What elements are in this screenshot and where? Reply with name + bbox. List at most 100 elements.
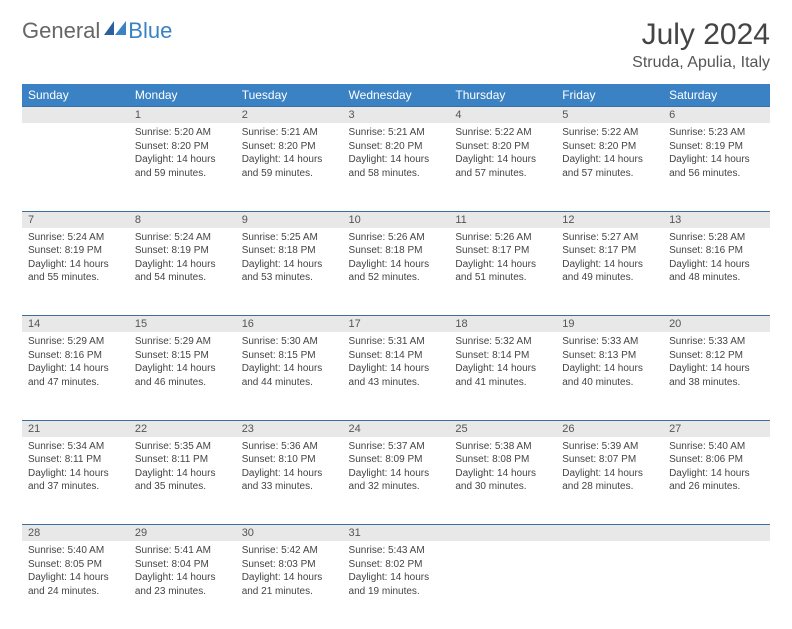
day2-text: and 53 minutes. xyxy=(242,271,337,285)
sunset-text: Sunset: 8:05 PM xyxy=(28,558,123,572)
sunset-text: Sunset: 8:18 PM xyxy=(349,244,444,258)
sunrise-text: Sunrise: 5:30 AM xyxy=(242,335,337,349)
day1-text: Daylight: 14 hours xyxy=(242,362,337,376)
day-cell xyxy=(663,541,770,629)
day1-text: Daylight: 14 hours xyxy=(135,153,230,167)
day-header: Sunday xyxy=(22,84,129,107)
day-number: 31 xyxy=(343,525,450,542)
sunrise-text: Sunrise: 5:21 AM xyxy=(242,126,337,140)
day1-text: Daylight: 14 hours xyxy=(349,467,444,481)
day-cell: Sunrise: 5:28 AMSunset: 8:16 PMDaylight:… xyxy=(663,228,770,316)
day-cell: Sunrise: 5:38 AMSunset: 8:08 PMDaylight:… xyxy=(449,437,556,525)
sunset-text: Sunset: 8:17 PM xyxy=(455,244,550,258)
day2-text: and 56 minutes. xyxy=(669,167,764,181)
day-number: 2 xyxy=(236,107,343,124)
day1-text: Daylight: 14 hours xyxy=(349,153,444,167)
day-header-row: Sunday Monday Tuesday Wednesday Thursday… xyxy=(22,84,770,107)
day1-text: Daylight: 14 hours xyxy=(242,571,337,585)
sunset-text: Sunset: 8:16 PM xyxy=(669,244,764,258)
day-number: 23 xyxy=(236,420,343,437)
day1-text: Daylight: 14 hours xyxy=(455,362,550,376)
day2-text: and 23 minutes. xyxy=(135,585,230,599)
day-content-row: Sunrise: 5:24 AMSunset: 8:19 PMDaylight:… xyxy=(22,228,770,316)
day2-text: and 55 minutes. xyxy=(28,271,123,285)
day1-text: Daylight: 14 hours xyxy=(28,467,123,481)
day-number: 29 xyxy=(129,525,236,542)
day1-text: Daylight: 14 hours xyxy=(135,467,230,481)
day2-text: and 44 minutes. xyxy=(242,376,337,390)
day2-text: and 37 minutes. xyxy=(28,480,123,494)
day-cell: Sunrise: 5:26 AMSunset: 8:18 PMDaylight:… xyxy=(343,228,450,316)
day-cell: Sunrise: 5:35 AMSunset: 8:11 PMDaylight:… xyxy=(129,437,236,525)
day-cell: Sunrise: 5:24 AMSunset: 8:19 PMDaylight:… xyxy=(129,228,236,316)
day-cell: Sunrise: 5:43 AMSunset: 8:02 PMDaylight:… xyxy=(343,541,450,629)
day2-text: and 38 minutes. xyxy=(669,376,764,390)
day-number: 10 xyxy=(343,211,450,228)
day2-text: and 33 minutes. xyxy=(242,480,337,494)
sunrise-text: Sunrise: 5:20 AM xyxy=(135,126,230,140)
day2-text: and 19 minutes. xyxy=(349,585,444,599)
day-number: 12 xyxy=(556,211,663,228)
sunset-text: Sunset: 8:15 PM xyxy=(135,349,230,363)
day-number xyxy=(663,525,770,542)
sunset-text: Sunset: 8:13 PM xyxy=(562,349,657,363)
sunrise-text: Sunrise: 5:26 AM xyxy=(349,231,444,245)
day-number-row: 123456 xyxy=(22,107,770,124)
sunrise-text: Sunrise: 5:35 AM xyxy=(135,440,230,454)
sunrise-text: Sunrise: 5:39 AM xyxy=(562,440,657,454)
sunrise-text: Sunrise: 5:22 AM xyxy=(562,126,657,140)
day-number: 28 xyxy=(22,525,129,542)
day-cell: Sunrise: 5:34 AMSunset: 8:11 PMDaylight:… xyxy=(22,437,129,525)
day-cell: Sunrise: 5:32 AMSunset: 8:14 PMDaylight:… xyxy=(449,332,556,420)
day-cell: Sunrise: 5:31 AMSunset: 8:14 PMDaylight:… xyxy=(343,332,450,420)
day-number: 20 xyxy=(663,316,770,333)
day-cell: Sunrise: 5:29 AMSunset: 8:15 PMDaylight:… xyxy=(129,332,236,420)
day1-text: Daylight: 14 hours xyxy=(28,571,123,585)
day-number-row: 78910111213 xyxy=(22,211,770,228)
sunrise-text: Sunrise: 5:25 AM xyxy=(242,231,337,245)
sunset-text: Sunset: 8:20 PM xyxy=(242,140,337,154)
day1-text: Daylight: 14 hours xyxy=(562,153,657,167)
day-cell: Sunrise: 5:27 AMSunset: 8:17 PMDaylight:… xyxy=(556,228,663,316)
sunrise-text: Sunrise: 5:41 AM xyxy=(135,544,230,558)
sunrise-text: Sunrise: 5:28 AM xyxy=(669,231,764,245)
sunset-text: Sunset: 8:18 PM xyxy=(242,244,337,258)
sunrise-text: Sunrise: 5:38 AM xyxy=(455,440,550,454)
sunset-text: Sunset: 8:03 PM xyxy=(242,558,337,572)
sunset-text: Sunset: 8:07 PM xyxy=(562,453,657,467)
day-cell: Sunrise: 5:42 AMSunset: 8:03 PMDaylight:… xyxy=(236,541,343,629)
day-header: Saturday xyxy=(663,84,770,107)
day-header: Thursday xyxy=(449,84,556,107)
day-header: Tuesday xyxy=(236,84,343,107)
sunrise-text: Sunrise: 5:27 AM xyxy=(562,231,657,245)
header: General Blue July 2024 Struda, Apulia, I… xyxy=(22,18,770,72)
sunset-text: Sunset: 8:20 PM xyxy=(349,140,444,154)
day-number: 11 xyxy=(449,211,556,228)
day-number: 16 xyxy=(236,316,343,333)
day-content-row: Sunrise: 5:34 AMSunset: 8:11 PMDaylight:… xyxy=(22,437,770,525)
sunset-text: Sunset: 8:11 PM xyxy=(135,453,230,467)
day-number: 25 xyxy=(449,420,556,437)
day2-text: and 21 minutes. xyxy=(242,585,337,599)
day-cell: Sunrise: 5:29 AMSunset: 8:16 PMDaylight:… xyxy=(22,332,129,420)
logo-text-blue: Blue xyxy=(128,18,172,44)
sunrise-text: Sunrise: 5:33 AM xyxy=(669,335,764,349)
sunrise-text: Sunrise: 5:23 AM xyxy=(669,126,764,140)
day1-text: Daylight: 14 hours xyxy=(669,467,764,481)
day1-text: Daylight: 14 hours xyxy=(562,362,657,376)
sunrise-text: Sunrise: 5:42 AM xyxy=(242,544,337,558)
day2-text: and 58 minutes. xyxy=(349,167,444,181)
day-cell: Sunrise: 5:30 AMSunset: 8:15 PMDaylight:… xyxy=(236,332,343,420)
day-cell: Sunrise: 5:24 AMSunset: 8:19 PMDaylight:… xyxy=(22,228,129,316)
day-number: 19 xyxy=(556,316,663,333)
sunset-text: Sunset: 8:10 PM xyxy=(242,453,337,467)
sunset-text: Sunset: 8:15 PM xyxy=(242,349,337,363)
day-header: Friday xyxy=(556,84,663,107)
day-number: 18 xyxy=(449,316,556,333)
sunrise-text: Sunrise: 5:37 AM xyxy=(349,440,444,454)
day1-text: Daylight: 14 hours xyxy=(28,362,123,376)
day1-text: Daylight: 14 hours xyxy=(455,467,550,481)
day-number: 30 xyxy=(236,525,343,542)
day1-text: Daylight: 14 hours xyxy=(242,258,337,272)
day-number: 27 xyxy=(663,420,770,437)
